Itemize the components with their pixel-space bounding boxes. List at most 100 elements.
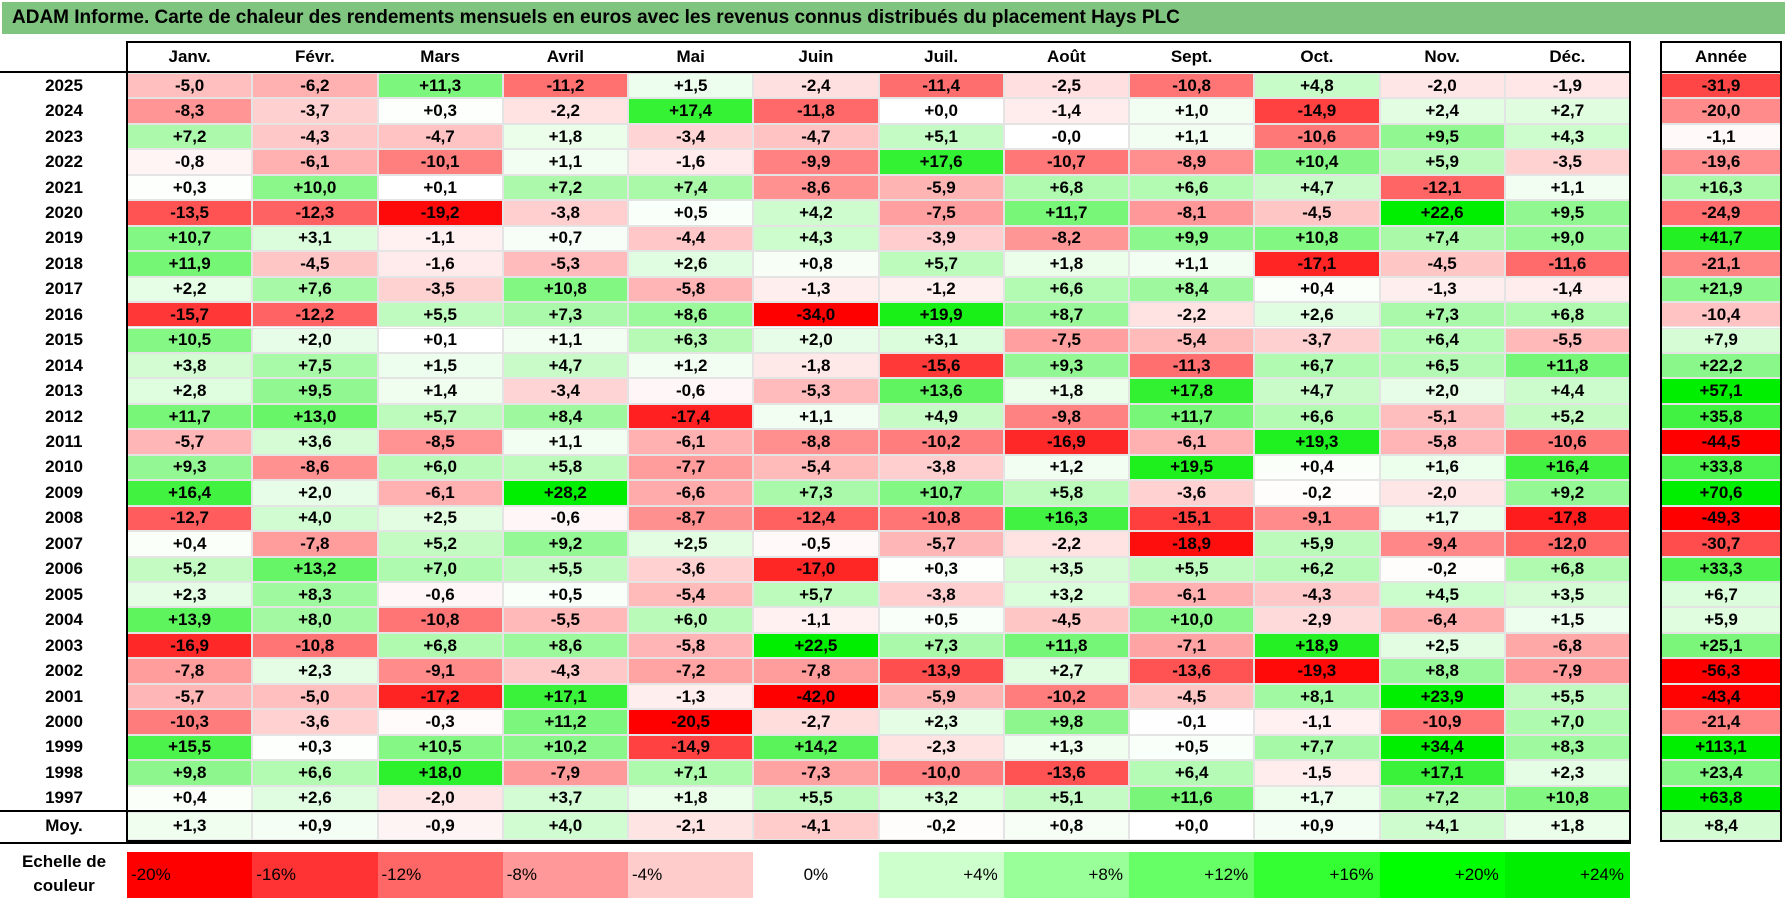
- legend-swatch: -20%: [127, 852, 253, 898]
- heatmap-cell: +5,5: [377, 302, 503, 328]
- heatmap-cell: +0,8: [753, 251, 879, 277]
- annual-cell: -24,9: [1661, 200, 1781, 226]
- heatmap-cell: +9,8: [1003, 709, 1129, 735]
- heatmap-cell: -5,3: [753, 378, 879, 404]
- heatmap-cell: +11,9: [127, 251, 253, 277]
- heatmap-cell: +2,6: [252, 785, 378, 812]
- heatmap-cell: -4,7: [753, 123, 879, 150]
- heatmap-cell: +10,0: [1129, 607, 1255, 633]
- heatmap-cell: +7,0: [377, 556, 503, 582]
- heatmap-cell: +5,2: [127, 556, 253, 582]
- heatmap-cell: +8,4: [1129, 276, 1255, 303]
- heatmap-cell: -11,4: [878, 73, 1004, 99]
- heatmap-cell: +5,1: [1003, 785, 1129, 812]
- heatmap-cell: -0,2: [1254, 480, 1380, 506]
- heatmap-cell: +7,2: [1379, 785, 1505, 812]
- heatmap-cell: -12,4: [753, 505, 879, 532]
- heatmap-cell: +2,0: [1379, 378, 1505, 404]
- heatmap-cell: +0,4: [127, 531, 253, 557]
- heatmap-cell: +6,4: [1379, 327, 1505, 353]
- heatmap-cell: +10,8: [502, 276, 628, 303]
- legend-swatch: +12%: [1129, 852, 1255, 898]
- heatmap-cell: -6,1: [377, 480, 503, 506]
- heatmap-cell: +9,0: [1504, 225, 1630, 252]
- heatmap-cell: +5,8: [502, 454, 628, 481]
- heatmap-cell: +11,6: [1129, 785, 1255, 812]
- heatmap-cell: -0,2: [1379, 556, 1505, 582]
- heatmap-cell: -12,0: [1504, 531, 1630, 557]
- heatmap-cell: -5,0: [127, 73, 253, 99]
- year-label: 2000: [45, 711, 83, 731]
- heatmap-cell: +2,5: [1379, 632, 1505, 659]
- heatmap-cell: -3,6: [628, 556, 754, 582]
- heatmap-cell: -9,1: [1254, 505, 1380, 532]
- legend-separator: [0, 842, 1631, 844]
- heatmap-cell: +9,5: [1379, 123, 1505, 150]
- heatmap-cell: -3,4: [502, 378, 628, 404]
- heatmap-cell: -19,2: [377, 200, 503, 226]
- heatmap-cell: -1,4: [1003, 98, 1129, 124]
- heatmap-cell: -19,3: [1254, 658, 1380, 684]
- heatmap-cell: -2,4: [753, 73, 879, 99]
- year-label: 1998: [45, 762, 83, 782]
- month-header: Sept.: [1129, 42, 1255, 72]
- heatmap-cell: -6,2: [252, 73, 378, 99]
- month-header: Mai: [628, 42, 754, 72]
- heatmap-cell: +2,5: [377, 505, 503, 532]
- heatmap-cell: -5,7: [127, 683, 253, 710]
- year-label: 2023: [45, 126, 83, 146]
- heatmap-cell: -6,1: [252, 149, 378, 175]
- heatmap-cell: +4,5: [1379, 582, 1505, 608]
- heatmap-cell: +8,3: [252, 582, 378, 608]
- year-label: 2014: [45, 355, 83, 375]
- heatmap-cell: -7,5: [1003, 327, 1129, 353]
- year-label: 1999: [45, 737, 83, 757]
- heatmap-cell: -14,9: [628, 734, 754, 761]
- heatmap-cell: +0,1: [377, 174, 503, 201]
- heatmap-cell: +2,3: [252, 658, 378, 684]
- heatmap-cell: -5,1: [1379, 403, 1505, 430]
- year-label: 2018: [45, 253, 83, 273]
- heatmap-cell: -4,5: [252, 251, 378, 277]
- legend-swatch: -12%: [377, 852, 503, 898]
- heatmap-cell: -0,3: [377, 709, 503, 735]
- heatmap-cell: +4,2: [753, 200, 879, 226]
- heatmap-cell: +5,2: [377, 531, 503, 557]
- year-label: 2010: [45, 457, 83, 477]
- heatmap-cell: +1,5: [1504, 607, 1630, 633]
- heatmap-cell: -4,3: [252, 123, 378, 150]
- heatmap-cell: -5,0: [252, 683, 378, 710]
- heatmap-cell: +1,5: [628, 73, 754, 99]
- heatmap-cell: +0,5: [502, 582, 628, 608]
- heatmap-cell: +11,8: [1504, 352, 1630, 379]
- heatmap-cell: -8,1: [1129, 200, 1255, 226]
- heatmap-cell: +6,5: [1379, 352, 1505, 379]
- year-label: 2019: [45, 228, 83, 248]
- color-scale-label: Echelle de couleur: [21, 852, 107, 895]
- heatmap-cell: +1,2: [1003, 454, 1129, 481]
- heatmap-cell: -6,6: [628, 480, 754, 506]
- heatmap-cell: -5,4: [1129, 327, 1255, 353]
- annual-cell: +23,4: [1661, 760, 1781, 786]
- heatmap-cell: +6,6: [1129, 174, 1255, 201]
- heatmap-cell: -4,3: [1254, 582, 1380, 608]
- heatmap-cell: -8,9: [1129, 149, 1255, 175]
- heatmap-cell: -4,3: [502, 658, 628, 684]
- heatmap-cell: -8,8: [753, 429, 879, 455]
- heatmap-cell: -17,1: [1254, 251, 1380, 277]
- heatmap-cell: +5,7: [753, 582, 879, 608]
- heatmap-cell: +2,8: [127, 378, 253, 404]
- heatmap-cell: +2,0: [753, 327, 879, 353]
- heatmap-cell: +13,6: [878, 378, 1004, 404]
- heatmap-cell: +4,7: [1254, 378, 1380, 404]
- heatmap-cell: +6,6: [252, 760, 378, 786]
- heatmap-cell: -3,8: [502, 200, 628, 226]
- heatmap-cell: -1,2: [878, 276, 1004, 303]
- heatmap-cell: +10,5: [127, 327, 253, 353]
- heatmap-cell: +1,7: [1379, 505, 1505, 532]
- heatmap-cell: +11,8: [1003, 632, 1129, 659]
- heatmap-cell: -7,5: [878, 200, 1004, 226]
- heatmap-cell: -17,8: [1504, 505, 1630, 532]
- heatmap-cell: +9,5: [252, 378, 378, 404]
- annual-cell: -56,3: [1661, 658, 1781, 684]
